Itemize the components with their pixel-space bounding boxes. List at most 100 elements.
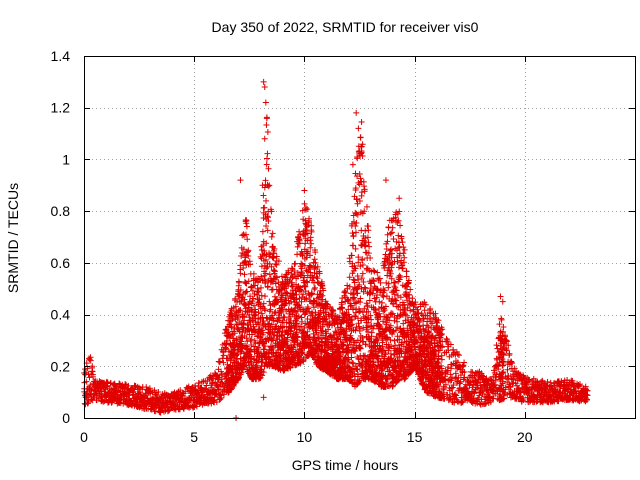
data-point: [122, 381, 129, 388]
data-point: [235, 315, 242, 322]
data-point: [254, 333, 261, 340]
data-point: [262, 256, 269, 263]
data-point: [391, 337, 398, 344]
data-point: [266, 298, 273, 305]
data-point: [171, 400, 178, 407]
data-point: [232, 359, 239, 366]
data-point: [251, 302, 258, 309]
data-point: [238, 252, 245, 259]
data-point: [216, 358, 223, 365]
data-point: [215, 387, 222, 394]
data-point: [257, 371, 264, 378]
data-point: [403, 268, 410, 275]
data-point: [354, 155, 361, 162]
data-point: [246, 314, 253, 321]
data-point: [262, 270, 269, 277]
data-point: [233, 335, 240, 342]
data-point: [196, 379, 203, 386]
data-point: [267, 356, 274, 363]
data-point: [361, 284, 368, 291]
data-point: [265, 218, 272, 225]
data-point: [85, 398, 92, 405]
data-point: [367, 255, 374, 262]
data-point: [366, 243, 373, 250]
data-point: [263, 223, 270, 230]
data-point: [260, 300, 267, 307]
data-point: [223, 337, 230, 344]
data-point: [250, 323, 257, 330]
data-point: [301, 200, 308, 207]
data-point: [237, 349, 244, 356]
data-point: [268, 263, 275, 270]
data-point: [222, 346, 229, 353]
data-point: [363, 203, 370, 210]
data-point: [146, 385, 153, 392]
data-point: [87, 357, 94, 364]
data-point: [220, 352, 227, 359]
data-point: [371, 268, 378, 275]
data-point: [265, 165, 272, 172]
data-point: [262, 278, 269, 285]
data-point: [89, 363, 96, 370]
data-point: [264, 284, 271, 291]
data-point: [500, 362, 507, 369]
data-point: [275, 258, 282, 265]
data-point: [243, 335, 250, 342]
data-point: [292, 260, 299, 267]
data-point: [359, 262, 366, 269]
data-point: [232, 295, 239, 302]
data-point: [237, 307, 244, 314]
data-point: [213, 390, 220, 397]
data-point: [260, 215, 267, 222]
data-point: [268, 233, 275, 240]
data-point: [125, 382, 132, 389]
data-point: [388, 311, 395, 318]
data-point: [272, 280, 279, 287]
data-point: [248, 336, 255, 343]
data-points: [81, 78, 591, 421]
data-point: [239, 250, 246, 257]
data-point: [218, 394, 225, 401]
data-point: [358, 189, 365, 196]
data-point: [264, 150, 271, 157]
data-point: [387, 230, 394, 237]
data-point: [263, 265, 270, 272]
data-point: [102, 386, 109, 393]
data-point: [258, 310, 265, 317]
data-point: [233, 321, 240, 328]
data-point: [409, 295, 416, 302]
data-point: [250, 270, 257, 277]
data-point: [397, 222, 404, 229]
data-point: [255, 309, 262, 316]
data-point: [258, 292, 265, 299]
data-point: [298, 269, 305, 276]
data-point: [260, 242, 267, 249]
data-point: [294, 308, 301, 315]
data-point: [198, 378, 205, 385]
data-point: [261, 247, 268, 254]
data-point: [400, 244, 407, 251]
data-point: [304, 206, 311, 213]
data-point: [243, 223, 250, 230]
data-point: [380, 293, 387, 300]
data-point: [238, 344, 245, 351]
data-point: [421, 307, 428, 314]
data-point: [263, 240, 270, 247]
data-point: [359, 270, 366, 277]
chart-title: Day 350 of 2022, SRMTID for receiver vis…: [212, 19, 479, 35]
data-point: [251, 291, 258, 298]
data-point: [238, 334, 245, 341]
data-point: [107, 380, 114, 387]
data-point: [236, 328, 243, 335]
data-point: [269, 230, 276, 237]
data-point: [227, 357, 234, 364]
data-point: [240, 246, 247, 253]
data-point: [357, 134, 364, 141]
data-point: [259, 277, 266, 284]
data-point: [244, 236, 251, 243]
data-point: [268, 345, 275, 352]
data-point: [268, 321, 275, 328]
data-point: [394, 258, 401, 265]
data-point: [349, 359, 356, 366]
data-point: [364, 234, 371, 241]
